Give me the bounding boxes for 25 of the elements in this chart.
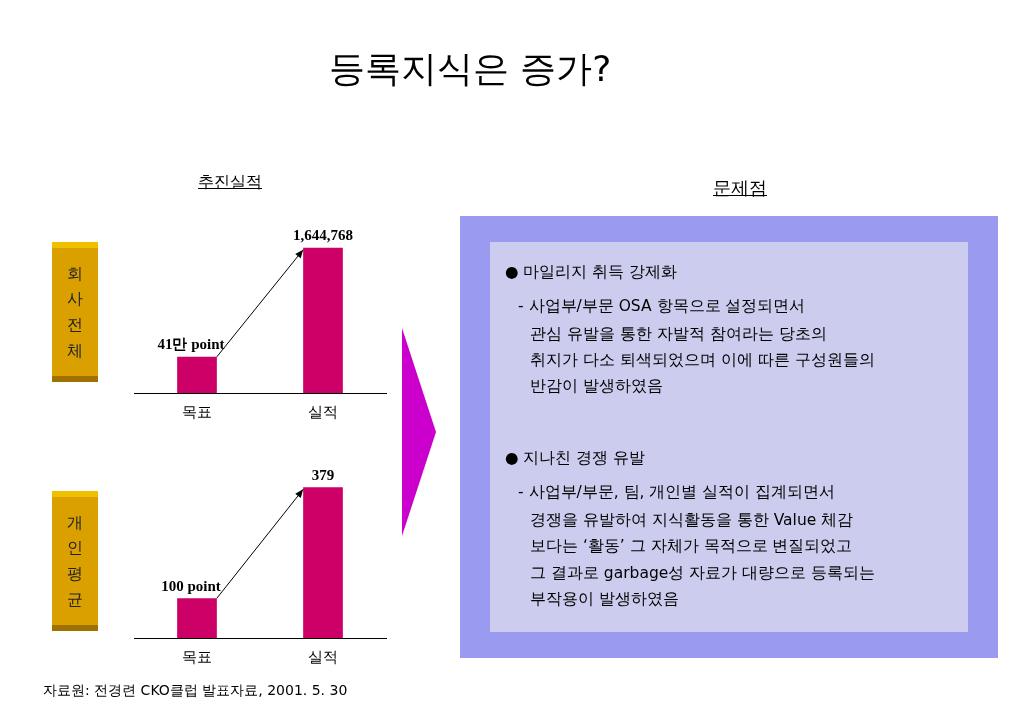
data-label: 379: [311, 466, 335, 483]
text: 그 결과로 garbage성 자료가 대량으로 등록되는: [530, 563, 876, 584]
text: 경쟁을 유발하여 지식활동을 통한 Value 체감: [530, 510, 854, 531]
text: 취지가 다소 퇴색되었으며 이에 따른 구성원들의: [530, 350, 875, 371]
x-tick-label: 실적: [308, 403, 338, 421]
text: 문제점: [712, 176, 768, 200]
y-axis-title: 개인평균: [66, 511, 84, 611]
text: 보다는 ‘활동’ 그 자체가 목적으로 변질되었고: [530, 536, 853, 557]
annotation: 41만 point: [157, 336, 225, 353]
text: 등록지식은 증가?: [327, 47, 613, 91]
text: 자료원: 전경련 CKO클럽 발표자료, 2001. 5. 30: [43, 682, 348, 700]
x-tick-label: 목표: [182, 403, 212, 421]
text: - 사업부/부문 OSA 항목으로 설정되면서: [518, 296, 806, 317]
text: 관심 유발을 통한 자발적 참여라는 당초의: [530, 324, 827, 345]
data-label: 100 point: [161, 577, 221, 594]
text: - 사업부/부문, 팀, 개인별 실적이 집계되면서: [518, 482, 836, 503]
text: ● 마일리지 취득 강제화: [505, 262, 678, 283]
text: 반감이 발생하였음: [530, 376, 663, 397]
x-tick-label: 실적: [308, 648, 338, 666]
chart-subtitle: 추진실적: [197, 172, 263, 193]
text: 부작용이 발생하였음: [530, 589, 679, 610]
data-label: 1,644,768: [293, 227, 353, 244]
text: ● 지나친 경쟁 유발: [505, 448, 646, 469]
x-tick-label: 목표: [182, 648, 212, 666]
y-axis-title: 회사전체: [66, 262, 84, 362]
